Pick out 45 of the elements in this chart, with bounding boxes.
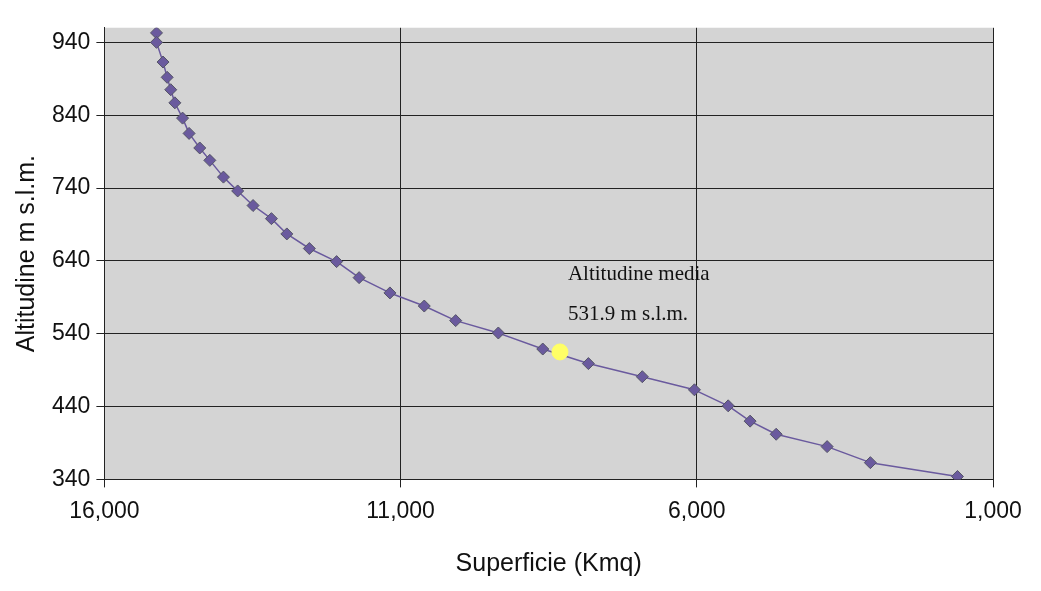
- point: [743, 414, 757, 428]
- point: [352, 271, 366, 285]
- point: [150, 35, 164, 49]
- y-tick-label: 640: [52, 246, 91, 273]
- point: [150, 27, 164, 40]
- point: [231, 184, 245, 198]
- point: [330, 255, 344, 269]
- point: [383, 286, 397, 300]
- y-tick-label: 940: [52, 27, 91, 54]
- y-axis-title: Altitudine m s.l.m.: [10, 154, 39, 353]
- point: [721, 399, 735, 413]
- point: [264, 212, 278, 226]
- point: [769, 427, 783, 441]
- point: [216, 170, 230, 184]
- point: [246, 199, 260, 213]
- x-tick-label: 11,000: [366, 496, 435, 523]
- point: [160, 70, 174, 84]
- point: [164, 83, 178, 97]
- point: [280, 227, 294, 241]
- point: [182, 126, 196, 140]
- y-tick-label: 840: [52, 100, 91, 127]
- y-tick-label: 440: [52, 391, 91, 418]
- y-tick-label: 340: [52, 464, 91, 491]
- point: [302, 242, 316, 255]
- point: [536, 342, 550, 356]
- point: [449, 314, 463, 328]
- point: [417, 299, 431, 313]
- point: [156, 55, 170, 69]
- point: [176, 111, 190, 125]
- point: [168, 96, 182, 110]
- point: [863, 456, 877, 470]
- y-tick-label: 540: [52, 319, 91, 346]
- point: [581, 357, 595, 371]
- y-tick-label: 740: [52, 173, 91, 200]
- point: [820, 440, 834, 454]
- x-axis-title: Superficie (Kmq): [455, 547, 642, 576]
- x-tick-label: 1,000: [964, 496, 1022, 523]
- x-tick-label: 6,000: [668, 496, 726, 523]
- point: [203, 153, 217, 167]
- point: [193, 141, 207, 155]
- point: [635, 370, 649, 384]
- x-tick-label: 16,000: [69, 496, 140, 523]
- point: [491, 326, 505, 340]
- point: [687, 383, 701, 397]
- point: [551, 343, 569, 361]
